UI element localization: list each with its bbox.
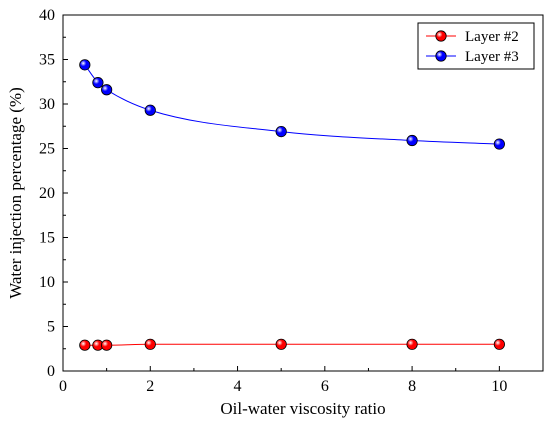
y-axis-title: Water injection percentage (%) bbox=[6, 87, 25, 299]
x-tick-label: 10 bbox=[491, 378, 507, 395]
data-point bbox=[144, 104, 156, 116]
data-point bbox=[101, 339, 113, 351]
x-tick-label: 0 bbox=[59, 378, 67, 395]
data-point bbox=[101, 84, 113, 96]
data-point bbox=[493, 138, 505, 150]
series-2 bbox=[79, 59, 505, 150]
data-point bbox=[406, 134, 418, 147]
x-tick-label: 2 bbox=[146, 378, 154, 395]
y-tick-label: 0 bbox=[47, 363, 55, 380]
y-tick-label: 10 bbox=[39, 274, 55, 291]
data-point bbox=[79, 59, 91, 71]
y-tick-label: 15 bbox=[39, 230, 55, 247]
data-point bbox=[79, 339, 91, 351]
legend-box bbox=[417, 22, 535, 70]
axes: 0 2 4 6 8 10 0 5 10 15 20 25 30 35 40 bbox=[39, 7, 507, 395]
legend-marker bbox=[435, 30, 447, 42]
y-tick-label: 35 bbox=[39, 52, 55, 69]
y-tick-label: 20 bbox=[39, 185, 55, 202]
x-tick-label: 8 bbox=[408, 378, 416, 395]
data-point bbox=[92, 77, 104, 89]
series-1 bbox=[79, 338, 505, 351]
series-line bbox=[84, 64, 500, 145]
legend-label: Layer #3 bbox=[465, 49, 519, 65]
legend-label: Layer #2 bbox=[465, 29, 519, 45]
y-tick-label: 25 bbox=[39, 141, 55, 158]
x-tick-label: 4 bbox=[234, 378, 242, 395]
data-point bbox=[144, 338, 156, 350]
x-axis-title: Oil-water viscosity ratio bbox=[220, 399, 385, 418]
data-point bbox=[275, 125, 287, 138]
data-point bbox=[406, 338, 418, 350]
series-group bbox=[79, 59, 505, 351]
x-tick-label: 6 bbox=[321, 378, 329, 395]
y-tick-label: 40 bbox=[39, 7, 55, 24]
legend: Layer #2 Layer #3 bbox=[417, 22, 535, 70]
data-point bbox=[275, 338, 287, 350]
y-tick-label: 30 bbox=[39, 96, 55, 113]
data-point bbox=[493, 338, 505, 350]
legend-marker bbox=[435, 50, 447, 62]
y-tick-label: 5 bbox=[47, 319, 55, 336]
